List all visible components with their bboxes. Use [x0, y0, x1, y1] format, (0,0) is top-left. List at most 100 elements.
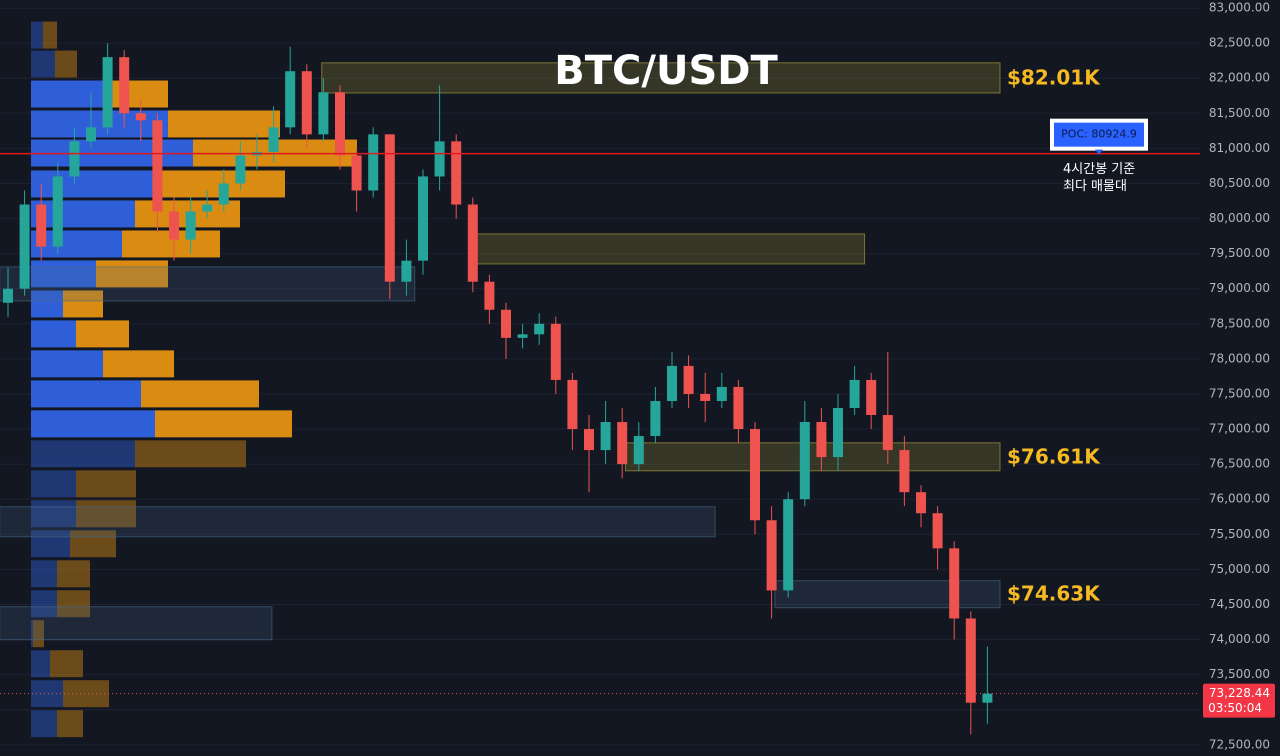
profile-sell-bar — [57, 560, 90, 588]
profile-buy-bar — [31, 410, 155, 438]
profile-sell-bar — [103, 350, 174, 378]
y-tick-label: 83,000.00 — [1209, 1, 1270, 15]
profile-sell-bar — [63, 680, 109, 708]
candle-body — [567, 379, 578, 430]
zone — [0, 506, 716, 538]
y-tick-label: 72,500.00 — [1209, 737, 1270, 751]
candle-body — [683, 365, 694, 394]
profile-buy-bar — [31, 290, 63, 318]
profile-sell-bar — [57, 590, 90, 618]
zone-label: $82.01K — [1007, 65, 1101, 89]
y-tick-label: 81,000.00 — [1209, 141, 1270, 155]
profile-sell-bar — [57, 710, 83, 738]
poc-label: POC: 80924.9 — [1061, 128, 1137, 141]
chart-title: BTC/USDT — [554, 48, 778, 94]
profile-buy-bar — [31, 350, 103, 378]
candle-body — [849, 379, 860, 408]
candle-body — [152, 120, 163, 212]
candle-body — [816, 422, 827, 458]
candle-body — [833, 407, 843, 458]
profile-sell-bar — [96, 260, 168, 288]
candle-body — [401, 260, 412, 282]
profile-buy-bar — [31, 21, 43, 49]
candle-body — [733, 386, 744, 430]
candle-body — [451, 141, 462, 205]
candle-body — [965, 618, 976, 703]
profile-buy-bar — [31, 650, 50, 678]
profile-sell-bar — [76, 470, 136, 498]
y-tick-label: 78,500.00 — [1209, 316, 1270, 330]
candle-body — [467, 204, 478, 282]
zones: $82.01K $76.61K $74.63K — [0, 62, 1101, 641]
candle-body — [484, 281, 495, 310]
last-price-tag — [1203, 683, 1275, 718]
zone — [321, 62, 1001, 94]
profile-buy-bar — [31, 440, 135, 468]
candle-body — [633, 436, 644, 465]
profile-buy-bar — [31, 380, 141, 408]
y-tick-label: 79,000.00 — [1209, 281, 1270, 295]
candle-body — [285, 71, 296, 128]
y-tick-label: 82,000.00 — [1209, 71, 1270, 85]
profile-buy-bar — [31, 80, 105, 108]
candle-body — [517, 334, 528, 338]
candle-body — [235, 155, 246, 184]
profile-buy-bar — [31, 560, 57, 588]
profile-sell-bar — [135, 440, 246, 468]
candle-body — [36, 204, 47, 247]
y-tick-label: 77,500.00 — [1209, 386, 1270, 400]
candle-body — [716, 386, 727, 401]
y-tick-label: 75,000.00 — [1209, 562, 1270, 576]
candle-body — [218, 183, 229, 205]
poc-badge — [1050, 118, 1148, 151]
profile-buy-bar — [31, 200, 135, 228]
y-tick-label: 73,500.00 — [1209, 667, 1270, 681]
candle-body — [69, 141, 80, 177]
candle-body — [617, 422, 628, 465]
candle-body — [335, 92, 345, 156]
candle-body — [119, 57, 130, 114]
candle-body — [667, 365, 677, 401]
candle-body — [301, 71, 312, 135]
last-price-label: 73,228.44 — [1209, 686, 1270, 700]
candle-body — [169, 211, 179, 240]
zone — [0, 606, 273, 641]
candle-body — [318, 92, 329, 135]
y-tick-label: 76,500.00 — [1209, 457, 1270, 471]
y-tick-label: 82,500.00 — [1209, 36, 1270, 50]
profile-buy-bar — [31, 620, 33, 648]
profile-buy-bar — [31, 500, 76, 528]
profile-buy-bar — [31, 50, 55, 78]
zone — [625, 442, 1001, 472]
candle-body — [766, 520, 777, 591]
profile-sell-bar — [50, 650, 83, 678]
profile-sell-bar — [55, 50, 77, 78]
profile-sell-bar — [43, 21, 57, 49]
candle-body — [534, 323, 545, 335]
profile-sell-bar — [105, 80, 168, 108]
candle-body — [700, 393, 711, 401]
annotation: 최다 매물대 — [1063, 179, 1127, 194]
candle-body — [866, 379, 877, 416]
profile-buy-bar — [31, 590, 57, 618]
candle-body — [351, 155, 362, 191]
y-tick-label: 80,000.00 — [1209, 211, 1270, 225]
candle-body — [584, 429, 594, 451]
candle-body — [185, 211, 196, 240]
profile-buy-bar — [31, 260, 96, 288]
candles — [3, 43, 993, 735]
profile-sell-bar — [70, 530, 116, 558]
profile-buy-bar — [31, 170, 153, 198]
profile-buy-bar — [31, 680, 63, 708]
candle-body — [368, 134, 379, 191]
candle-body — [418, 176, 428, 261]
profile-sell-bar — [33, 620, 44, 648]
y-tick-label: 80,500.00 — [1209, 176, 1270, 190]
zone — [468, 233, 866, 265]
profile-sell-bar — [76, 320, 129, 348]
zone — [774, 580, 1001, 609]
y-tick-label: 79,500.00 — [1209, 246, 1270, 260]
profile-sell-bar — [63, 290, 103, 318]
profile-buy-bar — [31, 710, 57, 738]
